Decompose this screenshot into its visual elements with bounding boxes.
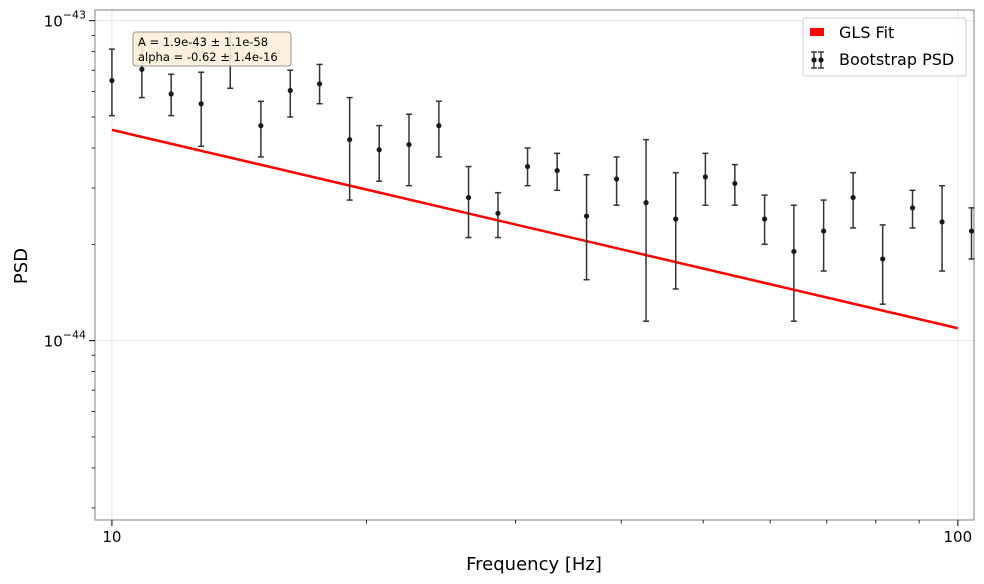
- data-point: [643, 138, 650, 322]
- y-axis-label: PSD: [11, 248, 32, 284]
- data-marker: [316, 81, 323, 87]
- data-point: [494, 191, 501, 239]
- x-tick-label: 10: [102, 528, 121, 546]
- data-point: [790, 204, 797, 322]
- data-point: [465, 165, 472, 239]
- data-marker: [465, 194, 472, 201]
- data-point: [879, 224, 886, 305]
- data-marker: [850, 194, 856, 201]
- data-marker: [376, 147, 382, 153]
- data-point: [257, 100, 264, 158]
- data-point: [346, 96, 353, 201]
- data-marker: [347, 136, 353, 143]
- legend-fit-label: GLS Fit: [839, 23, 894, 42]
- data-marker: [791, 248, 797, 255]
- data-marker: [139, 66, 145, 72]
- data-marker: [702, 174, 708, 180]
- data-marker: [406, 141, 412, 148]
- legend-points-marker: [811, 51, 824, 69]
- annotation-line-1: A = 1.9e-43 ± 1.1e-58: [138, 35, 268, 49]
- data-marker: [613, 176, 620, 182]
- data-point: [672, 171, 679, 290]
- plot-frame: [94, 9, 975, 521]
- fit-layer: [111, 128, 959, 330]
- data-point: [909, 189, 916, 229]
- legend-points-label: Bootstrap PSD: [839, 50, 954, 69]
- data-marker: [287, 87, 293, 94]
- data-point: [554, 152, 561, 192]
- data-point: [850, 171, 857, 229]
- data-point: [287, 69, 294, 118]
- data-point: [939, 184, 946, 272]
- data-point: [731, 163, 738, 206]
- data-marker: [643, 200, 649, 206]
- data-marker: [732, 180, 738, 187]
- data-point: [376, 124, 383, 182]
- data-marker: [495, 210, 501, 216]
- data-marker: [258, 122, 264, 129]
- y-tick-label: 10−43: [44, 9, 86, 31]
- data-marker: [436, 122, 442, 129]
- legend: GLS Fit Bootstrap PSD: [802, 17, 967, 77]
- data-point: [316, 63, 323, 105]
- data-marker: [168, 91, 174, 97]
- data-point: [968, 207, 975, 260]
- x-axis-label: Frequency [Hz]: [466, 554, 602, 575]
- data-point: [168, 73, 175, 117]
- data-marker: [109, 77, 115, 84]
- data-marker: [554, 167, 560, 174]
- points-layer: [108, 31, 975, 322]
- data-marker: [198, 101, 204, 107]
- x-tick-label: 100: [944, 528, 973, 546]
- data-point: [406, 113, 413, 187]
- data-marker: [762, 216, 768, 222]
- data-point: [761, 194, 768, 246]
- data-point: [583, 173, 590, 281]
- data-point: [524, 147, 531, 187]
- gls-fit-line: [111, 128, 959, 330]
- data-marker: [524, 163, 531, 170]
- annotation-box: A = 1.9e-43 ± 1.1e-58 alpha = -0.62 ± 1.…: [132, 31, 292, 67]
- data-marker: [909, 205, 916, 211]
- data-marker: [880, 256, 886, 262]
- grid-lines: [95, 10, 974, 520]
- data-marker: [673, 216, 679, 222]
- data-marker: [821, 228, 827, 234]
- data-point: [702, 152, 709, 206]
- data-marker: [968, 228, 975, 234]
- y-tick-label: 10−44: [44, 329, 86, 351]
- data-marker: [939, 219, 945, 225]
- data-point: [198, 71, 205, 148]
- legend-fit-swatch: [810, 28, 824, 36]
- data-point: [613, 156, 620, 206]
- data-point: [108, 48, 115, 117]
- axis-ticks: 10 100 10−44 10−43: [44, 9, 972, 546]
- data-point: [435, 100, 442, 158]
- annotation-line-2: alpha = -0.62 ± 1.4e-16: [138, 50, 278, 64]
- legend-frame: [802, 17, 967, 77]
- data-marker: [583, 213, 590, 219]
- data-point: [820, 199, 827, 272]
